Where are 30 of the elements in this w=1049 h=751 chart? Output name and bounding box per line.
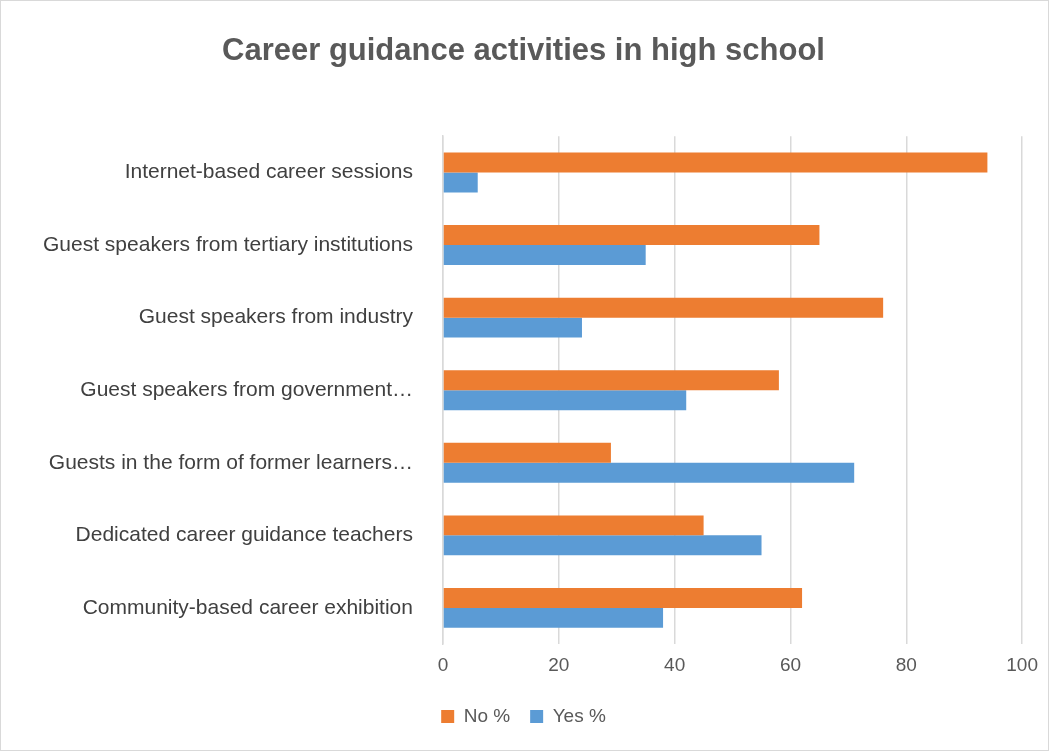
y-tick-label: Guest speakers from tertiary institutions bbox=[42, 231, 413, 255]
y-tick-label: Dedicated career guidance teachers bbox=[75, 522, 413, 546]
x-tick-label: 20 bbox=[548, 653, 570, 675]
x-tick-label: 80 bbox=[895, 653, 917, 675]
bar bbox=[443, 152, 988, 173]
bar bbox=[443, 535, 762, 556]
bar bbox=[443, 172, 478, 193]
x-tick-label: 100 bbox=[1006, 653, 1038, 675]
bar bbox=[443, 297, 884, 318]
legend-label: No % bbox=[463, 704, 511, 726]
x-tick-label: 60 bbox=[779, 653, 802, 675]
x-tick-label: 0 bbox=[437, 653, 449, 675]
legend-label: Yes % bbox=[552, 704, 606, 726]
bar bbox=[443, 370, 779, 391]
x-tick-label: 40 bbox=[664, 653, 686, 675]
y-tick-label: Guest speakers from government… bbox=[80, 377, 413, 400]
bar bbox=[443, 390, 687, 411]
bar bbox=[443, 515, 704, 536]
bar bbox=[443, 607, 664, 628]
bar bbox=[443, 225, 820, 246]
bar bbox=[443, 317, 582, 338]
y-tick-label: Community-based career exhibition bbox=[82, 594, 413, 618]
y-tick-label: Guest speakers from industry bbox=[138, 304, 414, 328]
y-tick-label: Internet-based career sessions bbox=[124, 159, 413, 183]
chart-title: Career guidance activities in high school bbox=[222, 32, 825, 68]
bar bbox=[443, 442, 611, 463]
bar bbox=[443, 462, 855, 483]
bar bbox=[443, 587, 803, 608]
y-tick-label: Guests in the form of former learners… bbox=[48, 449, 413, 473]
bar bbox=[443, 245, 646, 266]
